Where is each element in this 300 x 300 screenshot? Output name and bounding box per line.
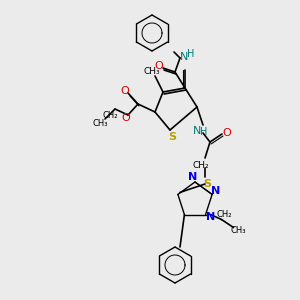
Text: O: O bbox=[154, 61, 164, 71]
Text: N: N bbox=[180, 52, 188, 62]
Text: N: N bbox=[188, 172, 198, 182]
Text: CH₃: CH₃ bbox=[92, 119, 108, 128]
Text: O: O bbox=[121, 86, 129, 96]
Text: H: H bbox=[187, 49, 195, 59]
Text: N: N bbox=[206, 212, 215, 222]
Text: CH₃: CH₃ bbox=[231, 226, 246, 235]
Text: N: N bbox=[212, 186, 221, 197]
Text: O: O bbox=[122, 113, 130, 123]
Text: H: H bbox=[200, 127, 208, 137]
Text: S: S bbox=[203, 179, 211, 189]
Text: CH₂: CH₂ bbox=[193, 161, 209, 170]
Text: N: N bbox=[193, 126, 201, 136]
Text: S: S bbox=[168, 132, 176, 142]
Text: O: O bbox=[223, 128, 231, 138]
Text: CH₃: CH₃ bbox=[144, 67, 160, 76]
Text: CH₂: CH₂ bbox=[217, 210, 232, 219]
Text: CH₂: CH₂ bbox=[102, 110, 118, 119]
